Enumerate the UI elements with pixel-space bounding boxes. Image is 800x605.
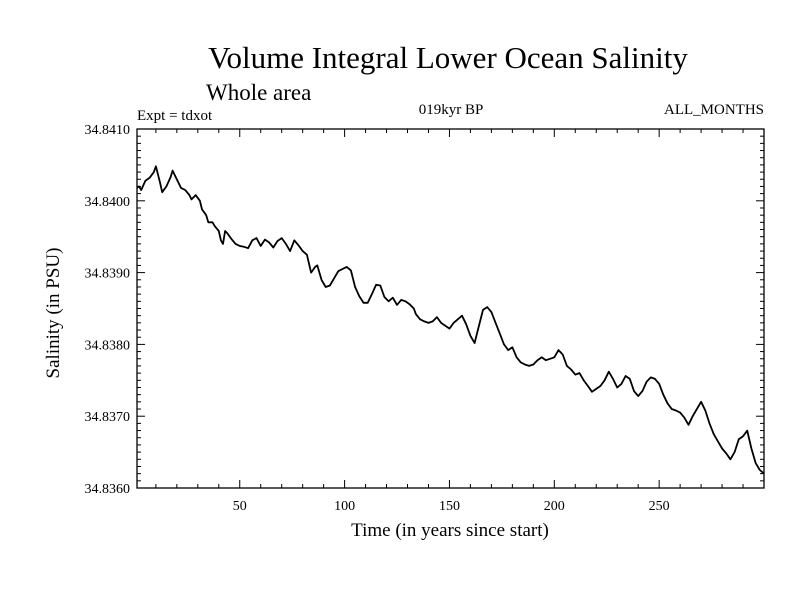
x-axis-label: Time (in years since start) (351, 520, 549, 541)
chart-title: Volume Integral Lower Ocean Salinity (208, 40, 688, 75)
plot-area: 50 100 150 200 250 34.8360 34.8370 34.8380 34.83… (85, 123, 765, 514)
plot-frame (136, 128, 765, 489)
x-tick-label: 150 (439, 499, 460, 514)
x-tick-label: 200 (544, 499, 565, 514)
x-tick-label: 250 (649, 499, 670, 514)
y-tick-label: 34.8400 (85, 195, 131, 210)
y-tick-label: 34.8370 (85, 410, 131, 425)
y-tick-label: 34.8360 (85, 482, 131, 497)
period-label: 019kyr BP (419, 102, 484, 118)
y-axis-label: Salinity (in PSU) (43, 248, 64, 379)
y-tick-label: 34.8390 (85, 267, 131, 282)
experiment-label: Expt = tdxot (137, 108, 213, 124)
chart-subtitle: Whole area (206, 80, 311, 105)
x-tick-label: 50 (233, 499, 247, 514)
y-tick-label: 34.8380 (85, 338, 131, 353)
months-label: ALL_MONTHS (664, 102, 764, 118)
y-tick-label: 34.8410 (85, 123, 131, 138)
salinity-series-line (136, 165, 765, 475)
x-tick-label: 100 (334, 499, 355, 514)
